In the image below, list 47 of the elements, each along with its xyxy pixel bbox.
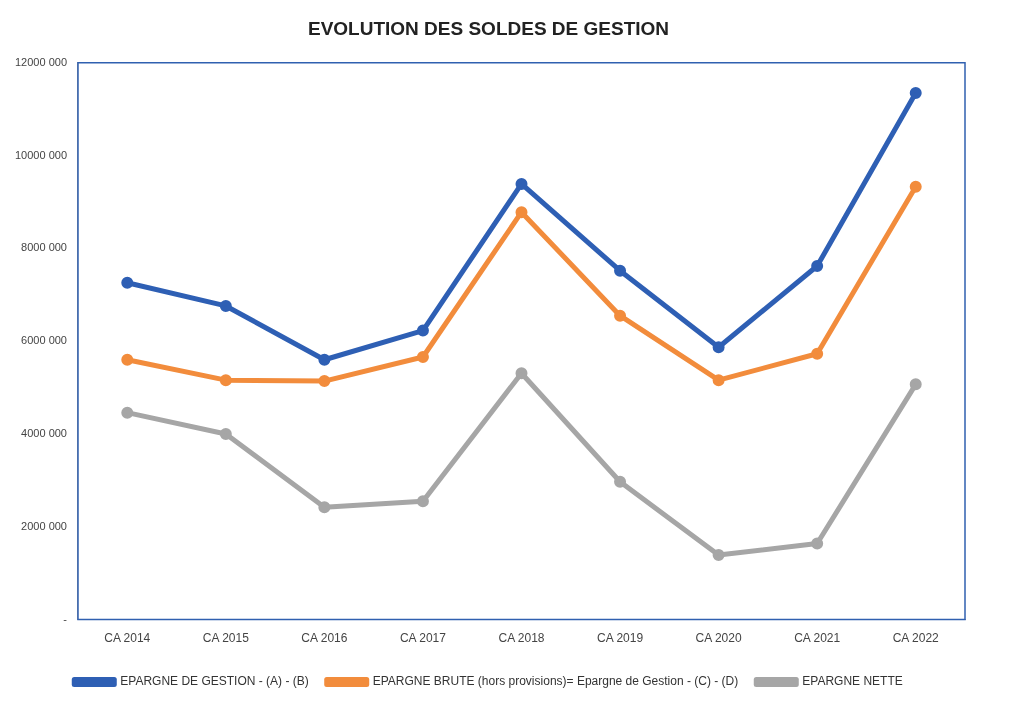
point	[712, 341, 725, 354]
point	[318, 353, 331, 366]
x-tick-label: CA 2015	[202, 631, 250, 646]
legend-label: EPARGNE DE GESTION - (A) - (B)	[120, 674, 309, 689]
point	[811, 347, 824, 360]
x-tick-label: CA 2019	[597, 631, 644, 646]
point	[515, 367, 528, 380]
point	[909, 180, 922, 193]
point	[614, 475, 627, 488]
point	[515, 177, 528, 190]
point	[416, 495, 429, 508]
point	[909, 86, 922, 99]
y-tick-label: 4000 000	[21, 427, 67, 440]
x-tick-label: CA 2014	[104, 631, 151, 646]
point	[219, 374, 232, 387]
chart-title: EVOLUTION DES SOLDES DE GESTION	[307, 17, 670, 39]
point	[416, 324, 429, 337]
point	[219, 428, 232, 440]
y-tick-label: 2000 000	[21, 519, 67, 532]
point	[121, 276, 134, 289]
legend-label: EPARGNE BRUTE (hors provisions)= Epargne de Gestion - (C) - (D)	[372, 674, 739, 689]
point	[811, 537, 824, 550]
y-tick-label: 6000 000	[21, 334, 67, 347]
point	[318, 501, 331, 514]
point	[318, 375, 331, 388]
x-tick-label: CA 2018	[498, 631, 545, 646]
x-tick-label: CA 2017	[399, 631, 447, 646]
point	[712, 374, 725, 387]
point	[219, 299, 232, 312]
point	[121, 406, 134, 419]
point	[416, 350, 429, 363]
point	[811, 260, 824, 273]
x-tick-label: CA 2022	[892, 631, 940, 646]
x-tick-label: CA 2016	[301, 631, 348, 646]
point	[121, 353, 134, 366]
y-tick-label: 10000 000	[15, 148, 67, 161]
x-tick-label: CA 2020	[695, 631, 742, 646]
y-tick-label: 12000 000	[15, 55, 67, 68]
legend-label: EPARGNE NETTE	[802, 674, 903, 689]
point	[614, 309, 627, 322]
y-tick-label: -	[63, 612, 68, 625]
point	[515, 206, 528, 219]
y-tick-label: 8000 000	[21, 241, 67, 254]
point	[909, 378, 922, 391]
x-tick-label: CA 2021	[794, 631, 841, 646]
point	[614, 264, 627, 277]
point	[712, 549, 725, 562]
